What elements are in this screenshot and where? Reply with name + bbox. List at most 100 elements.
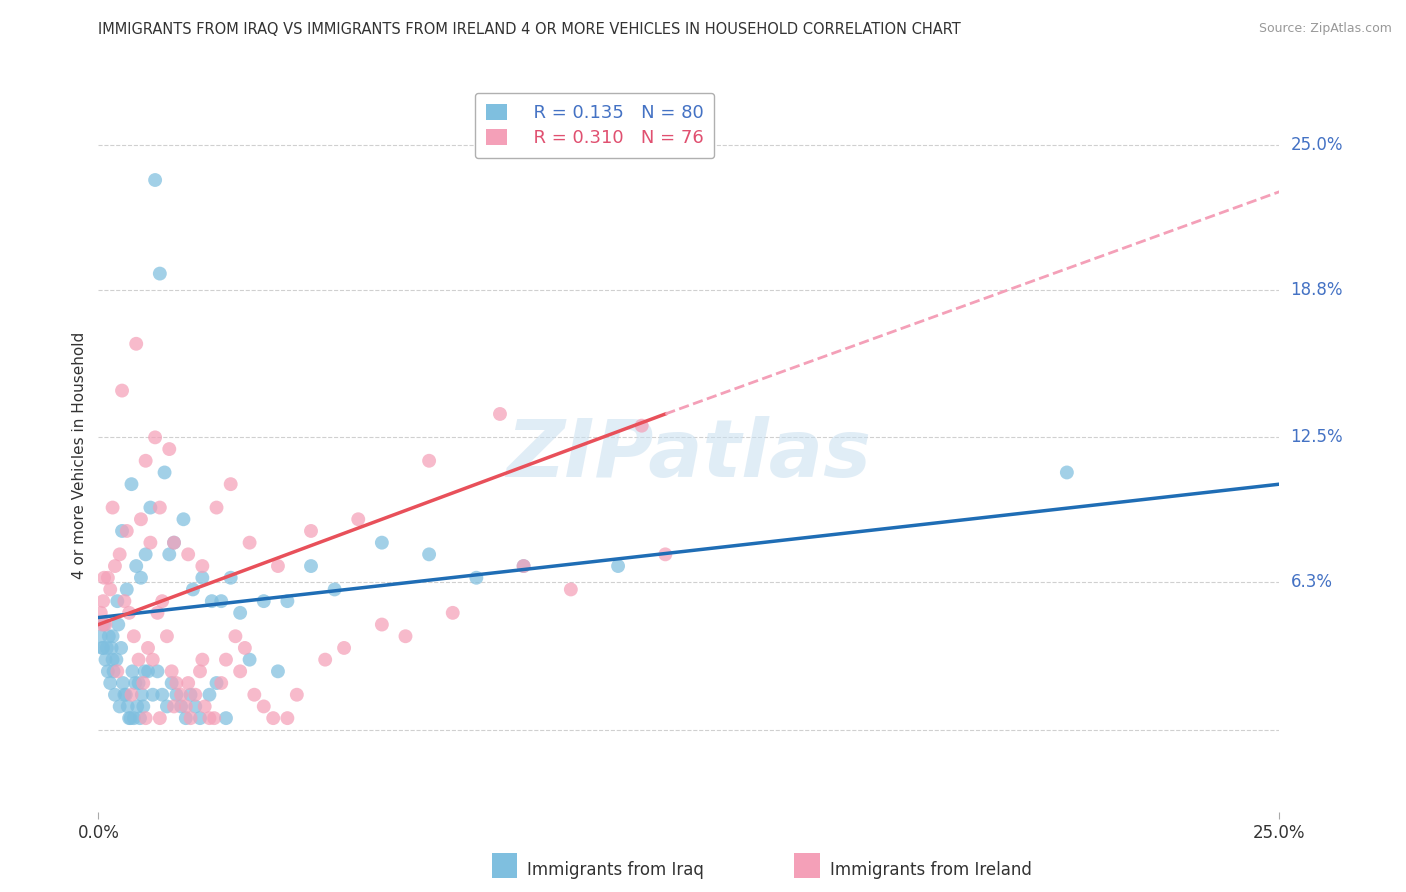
Point: [118, 606, 141, 620]
Point: [121, 477, 143, 491]
Point: [299, 524, 322, 538]
Point: [198, 711, 221, 725]
Point: [607, 559, 630, 574]
Point: [107, 617, 129, 632]
Point: [134, 665, 156, 679]
Point: [129, 711, 152, 725]
Point: [131, 688, 153, 702]
Point: [267, 665, 290, 679]
Point: [94, 617, 117, 632]
Point: [129, 571, 152, 585]
Point: [441, 606, 464, 620]
Point: [394, 629, 416, 643]
Point: [121, 688, 143, 702]
Point: [205, 500, 228, 515]
Point: [101, 500, 124, 515]
Point: [108, 547, 131, 561]
Point: [191, 653, 214, 667]
Point: [560, 582, 582, 597]
Point: [105, 665, 128, 679]
Point: [163, 535, 186, 549]
Point: [239, 535, 262, 549]
Point: [98, 676, 121, 690]
Legend:   R = 0.135   N = 80,   R = 0.310   N = 76: R = 0.135 N = 80, R = 0.310 N = 76: [475, 93, 714, 158]
Point: [233, 640, 256, 655]
Point: [229, 606, 252, 620]
Point: [142, 653, 165, 667]
Point: [125, 559, 148, 574]
Point: [142, 688, 165, 702]
Point: [136, 665, 159, 679]
Point: [97, 629, 120, 643]
Point: [371, 535, 394, 549]
Text: 18.8%: 18.8%: [1291, 281, 1343, 299]
Point: [112, 688, 135, 702]
Point: [146, 606, 169, 620]
Text: ZIPatlas: ZIPatlas: [506, 416, 872, 494]
Point: [153, 466, 176, 480]
Point: [93, 571, 115, 585]
Point: [120, 711, 142, 725]
Point: [115, 524, 138, 538]
Point: [174, 711, 197, 725]
Text: Immigrants from Ireland: Immigrants from Ireland: [830, 861, 1032, 879]
Point: [127, 699, 149, 714]
Point: [174, 699, 197, 714]
Point: [215, 653, 238, 667]
Point: [156, 699, 179, 714]
Point: [209, 594, 232, 608]
Point: [157, 442, 180, 456]
Point: [219, 477, 242, 491]
Point: [114, 688, 136, 702]
Point: [170, 688, 193, 702]
Point: [253, 594, 276, 608]
Point: [96, 640, 118, 655]
Text: 12.5%: 12.5%: [1291, 428, 1343, 446]
Point: [136, 640, 159, 655]
Point: [118, 711, 141, 725]
Point: [654, 547, 676, 561]
Point: [229, 665, 252, 679]
Point: [110, 640, 132, 655]
Point: [262, 711, 284, 725]
Point: [215, 711, 238, 725]
Point: [139, 500, 162, 515]
Point: [143, 430, 166, 444]
Point: [198, 688, 221, 702]
Point: [98, 582, 121, 597]
Point: [104, 559, 127, 574]
Point: [180, 711, 202, 725]
Point: [267, 559, 290, 574]
Point: [91, 594, 114, 608]
Point: [163, 699, 186, 714]
Point: [122, 629, 145, 643]
Point: [111, 384, 134, 398]
Point: [209, 676, 232, 690]
Point: [512, 559, 534, 574]
Point: [347, 512, 370, 526]
Text: Immigrants from Iraq: Immigrants from Iraq: [527, 861, 704, 879]
Point: [276, 711, 298, 725]
Point: [103, 665, 125, 679]
Point: [630, 418, 652, 433]
Point: [160, 676, 183, 690]
Text: 25.0%: 25.0%: [1291, 136, 1343, 154]
Point: [104, 688, 127, 702]
Point: [163, 535, 186, 549]
Point: [418, 547, 440, 561]
Point: [90, 629, 112, 643]
Point: [150, 688, 173, 702]
Point: [149, 267, 172, 281]
Point: [149, 711, 172, 725]
Point: [90, 606, 112, 620]
Point: [115, 582, 138, 597]
Point: [129, 512, 152, 526]
Point: [371, 617, 394, 632]
Point: [188, 665, 211, 679]
Point: [91, 617, 114, 632]
Point: [111, 524, 134, 538]
Point: [180, 688, 202, 702]
Point: [285, 688, 308, 702]
Point: [188, 711, 211, 725]
Point: [105, 594, 128, 608]
